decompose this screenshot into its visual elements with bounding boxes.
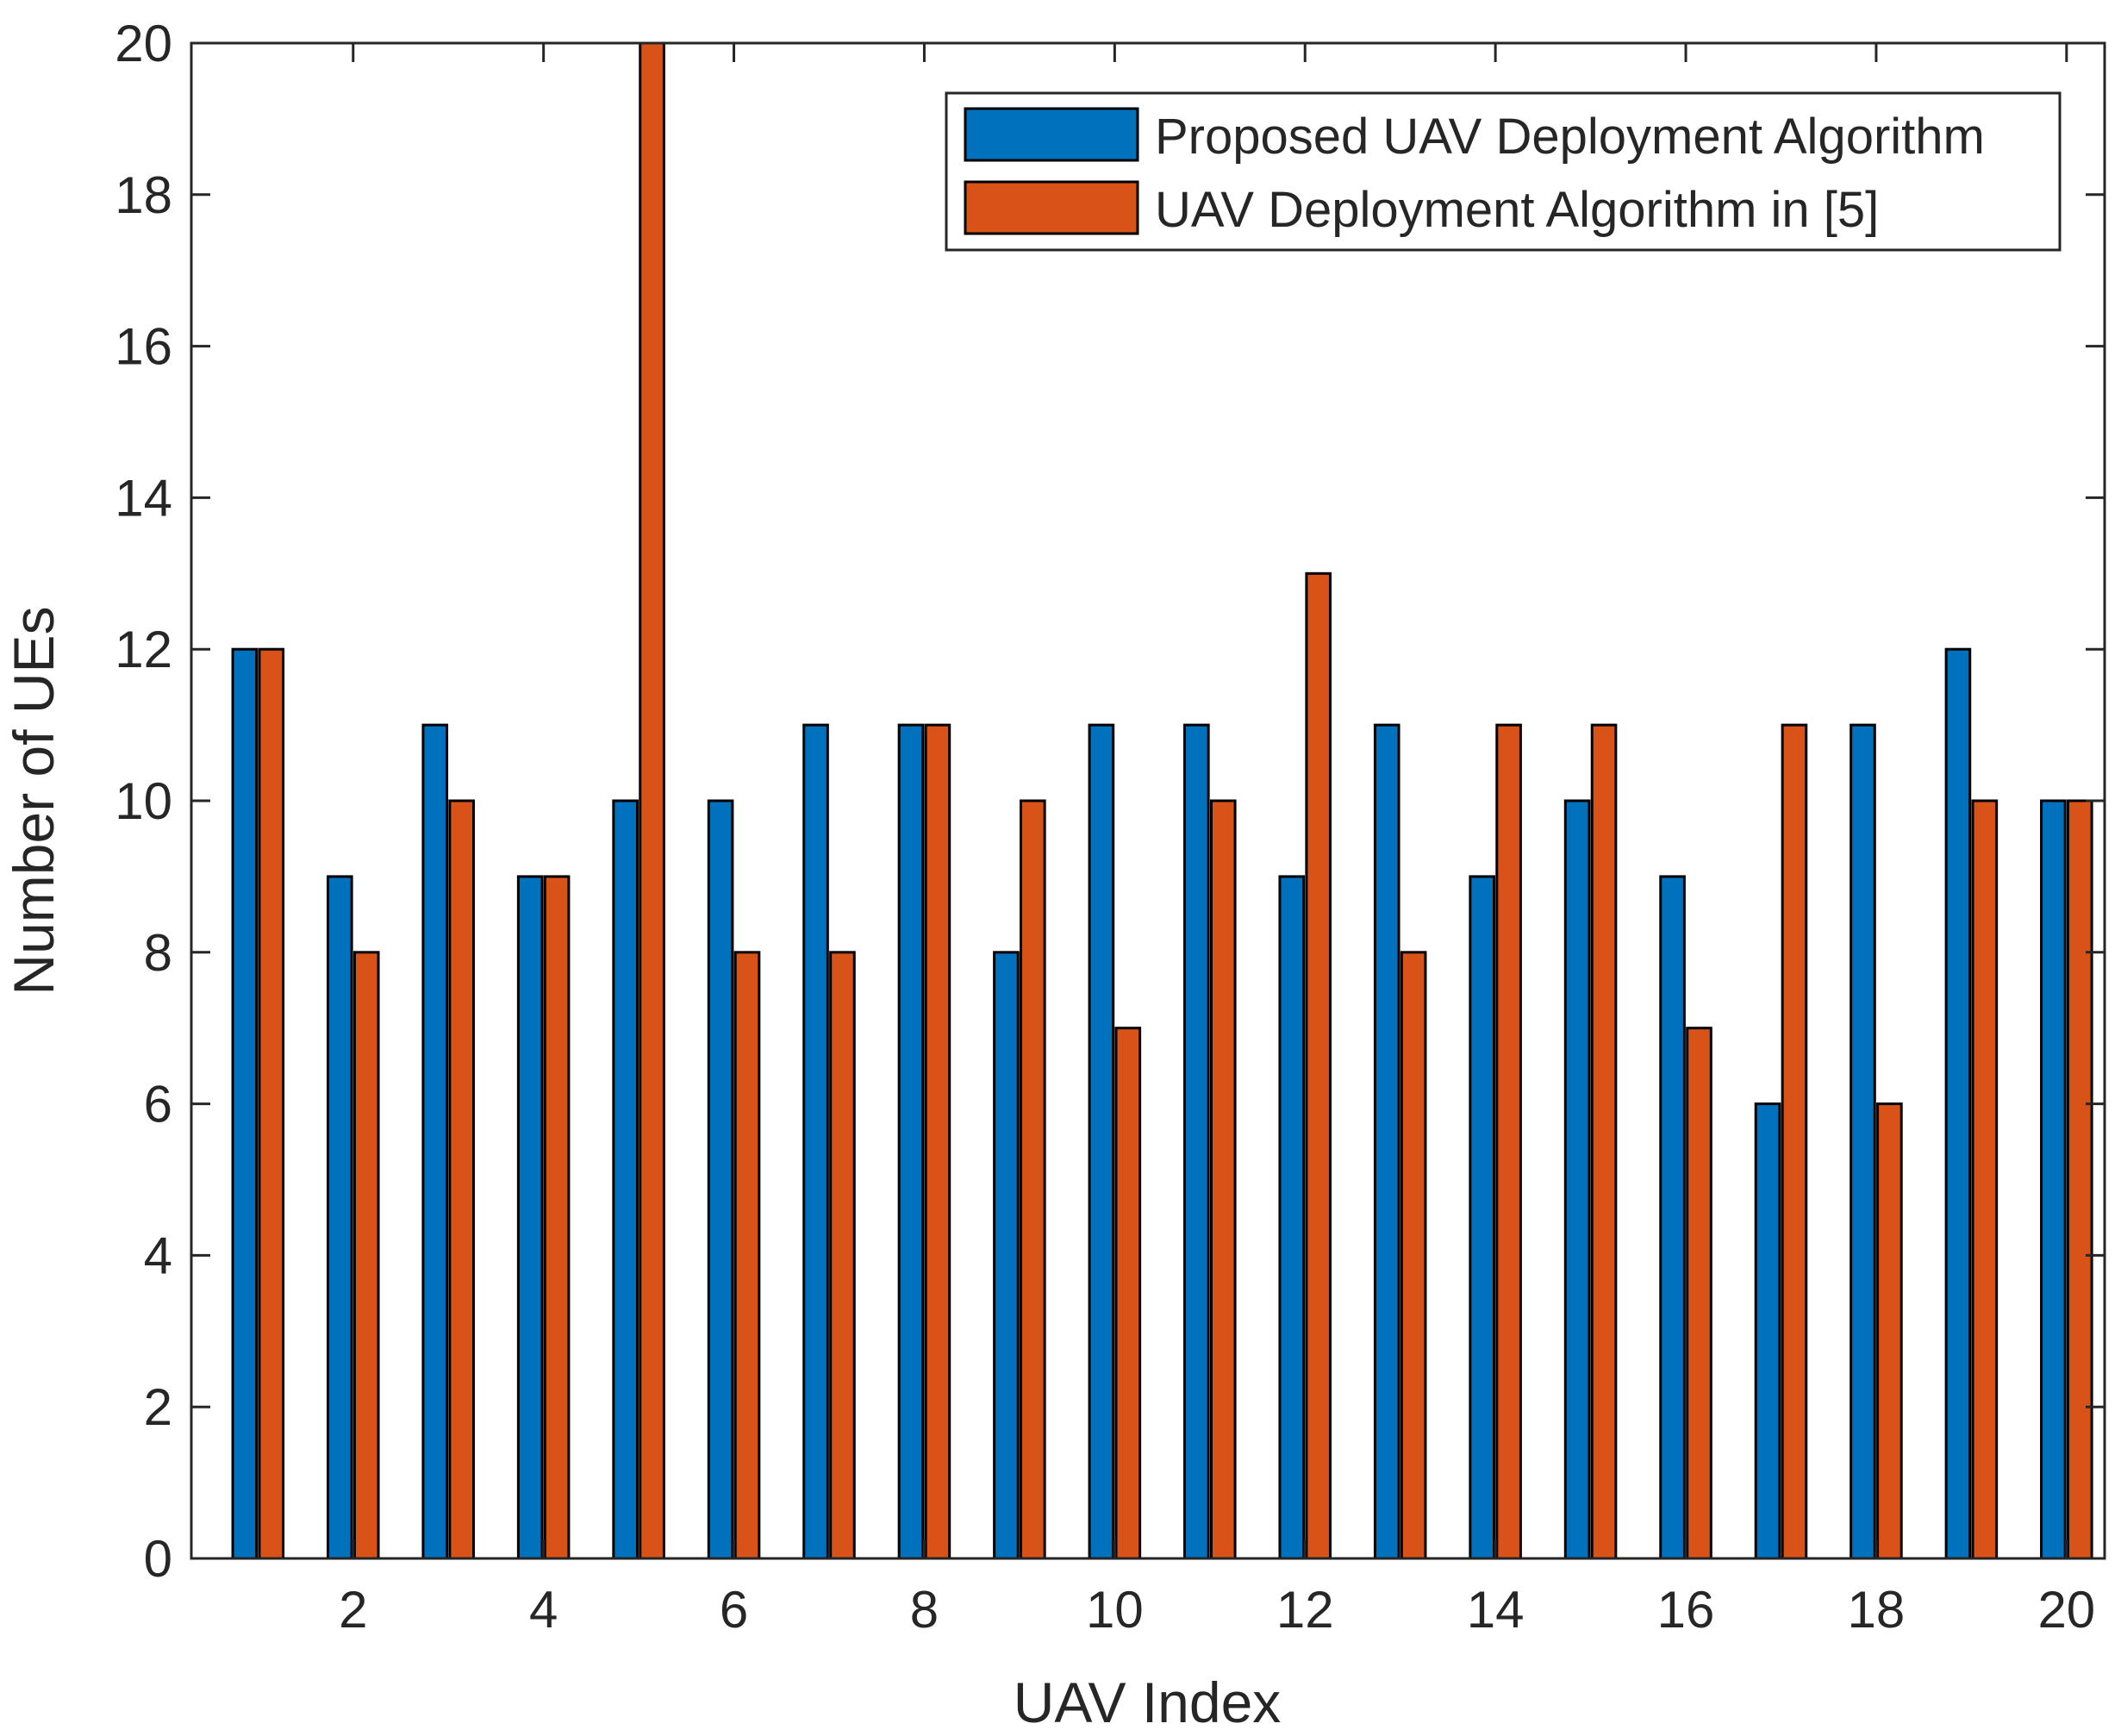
x-tick-label-20: 20 (2037, 1581, 2095, 1639)
legend-label-proposed: Proposed UAV Deployment Algorithm (1155, 109, 1985, 165)
y-tick-label-20: 20 (115, 15, 172, 72)
bar-series1-uav10 (1088, 723, 1115, 1560)
bar-series2-uav8 (924, 723, 951, 1560)
bar-series2-uav20 (2066, 799, 2093, 1560)
bar-series2-uav3 (448, 799, 475, 1560)
plot-area (191, 43, 2105, 1558)
bar-series2-uav17 (1781, 723, 1808, 1560)
legend-label-baseline: UAV Deployment Algorithm in [5] (1155, 182, 1879, 238)
x-tick-label-18: 18 (1848, 1581, 1906, 1639)
bar-series1-uav11 (1183, 723, 1210, 1560)
bar-series1-uav7 (802, 723, 829, 1560)
bar-series2-uav9 (1020, 799, 1046, 1560)
bar-series1-uav9 (993, 951, 1020, 1560)
legend-swatch-proposed (964, 107, 1139, 162)
y-tick-label-10: 10 (115, 772, 172, 830)
bar-series1-uav14 (1469, 875, 1495, 1560)
bar-series1-uav5 (612, 799, 639, 1560)
bar-series1-uav13 (1373, 723, 1400, 1560)
bar-series2-uav5 (639, 41, 665, 1560)
y-tick-label-0: 0 (144, 1530, 172, 1588)
x-tick-label-2: 2 (339, 1581, 367, 1639)
y-tick-label-18: 18 (115, 166, 172, 224)
x-axis-label: UAV Index (1014, 1670, 1282, 1734)
x-tick-label-16: 16 (1657, 1581, 1715, 1639)
ticks-layer: 0 2 4 6 8 10 12 14 16 18 20 2 4 6 8 10 12 14 16 18 20 (115, 15, 2105, 1639)
bar-series1-uav16 (1659, 875, 1686, 1560)
y-tick-label-6: 6 (144, 1076, 172, 1133)
bar-series1-uav12 (1278, 875, 1306, 1560)
bar-series1-uav6 (707, 799, 734, 1560)
bar-series2-uav10 (1114, 1027, 1142, 1560)
bar-series2-uav19 (1971, 799, 1999, 1560)
bar-series1-uav15 (1563, 799, 1591, 1560)
x-tick-label-4: 4 (529, 1581, 558, 1639)
bars-layer (231, 41, 2093, 1560)
x-tick-label-8: 8 (910, 1581, 939, 1639)
bar-series2-uav16 (1686, 1027, 1712, 1560)
bar-series2-uav12 (1305, 571, 1332, 1560)
x-tick-label-12: 12 (1276, 1581, 1334, 1639)
bar-series2-uav1 (258, 647, 285, 1560)
bar-series2-uav18 (1876, 1102, 1903, 1560)
x-tick-label-10: 10 (1086, 1581, 1144, 1639)
bar-series2-uav6 (733, 951, 761, 1560)
bar-series1-uav4 (516, 875, 544, 1560)
y-tick-label-16: 16 (115, 318, 172, 376)
y-axis-label: Number of UEs (2, 606, 66, 995)
legend: Proposed UAV Deployment Algorithm UAV De… (945, 91, 2062, 252)
y-tick-label-14: 14 (115, 469, 172, 527)
x-tick-label-6: 6 (720, 1581, 748, 1639)
bar-series1-uav20 (2040, 799, 2067, 1560)
bar-series2-uav11 (1209, 799, 1237, 1560)
bar-series1-uav2 (326, 875, 353, 1560)
x-tick-label-14: 14 (1467, 1581, 1525, 1639)
legend-swatch-baseline (964, 180, 1139, 235)
bar-series2-uav13 (1400, 951, 1427, 1560)
y-tick-label-2: 2 (144, 1378, 172, 1436)
bar-series1-uav1 (231, 647, 259, 1560)
bar-series1-uav8 (897, 723, 925, 1560)
bar-series1-uav19 (1944, 647, 1972, 1560)
bar-series2-uav15 (1590, 723, 1618, 1560)
bar-series1-uav3 (421, 723, 449, 1560)
bar-series1-uav18 (1850, 723, 1876, 1560)
bar-series2-uav14 (1495, 723, 1522, 1560)
y-tick-label-4: 4 (144, 1227, 172, 1284)
bar-series2-uav2 (352, 951, 380, 1560)
y-tick-label-8: 8 (144, 924, 172, 982)
y-tick-label-12: 12 (115, 621, 172, 678)
bar-series2-uav4 (543, 875, 571, 1560)
bar-series2-uav7 (829, 951, 856, 1560)
bar-series1-uav17 (1754, 1102, 1781, 1560)
